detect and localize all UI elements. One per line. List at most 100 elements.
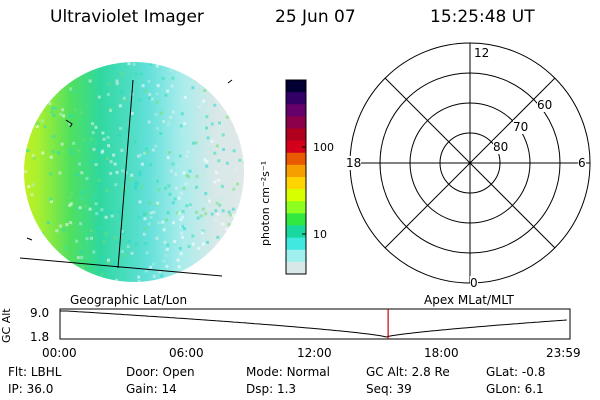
image-pixel: [46, 71, 50, 75]
image-pixel: [49, 172, 53, 176]
image-pixel: [111, 105, 115, 109]
image-pixel: [143, 151, 147, 155]
image-pixel: [49, 197, 53, 201]
image-pixel: [37, 122, 40, 126]
image-pixel: [165, 247, 169, 251]
image-pixel: [240, 224, 243, 228]
image-pixel: [226, 91, 230, 95]
image-pixel: [155, 100, 159, 104]
image-pixel: [164, 253, 168, 257]
image-pixel: [210, 122, 214, 126]
image-pixel: [59, 224, 63, 228]
image-pixel: [215, 144, 219, 148]
image-pixel: [119, 126, 123, 130]
image-pixel: [115, 278, 119, 282]
image-pixel: [46, 221, 50, 225]
image-pixel: [24, 197, 28, 201]
image-pixel: [106, 131, 109, 135]
info-gain-label: Gain:: [126, 382, 158, 396]
image-pixel: [197, 246, 201, 250]
image-pixel: [100, 273, 104, 277]
colorbar-swatch: [286, 261, 306, 275]
image-pixel: [144, 212, 148, 216]
image-pixel: [144, 269, 148, 273]
image-pixel: [218, 86, 222, 90]
image-pixel: [43, 125, 47, 129]
image-pixel: [208, 199, 211, 203]
image-pixel: [68, 69, 72, 73]
image-pixel: [235, 230, 239, 234]
colorbar-swatch: [286, 164, 306, 178]
image-pixel: [182, 186, 186, 190]
image-pixel: [225, 73, 228, 77]
image-pixel: [160, 274, 164, 278]
image-pixel: [218, 91, 222, 95]
image-pixel: [165, 264, 169, 268]
image-pixel: [149, 62, 153, 66]
time-label: 15:25:48 UT: [430, 7, 535, 27]
image-pixel: [201, 229, 205, 233]
altitude-ylabel: GC Alt: [0, 308, 13, 343]
image-pixel: [217, 159, 221, 163]
image-pixel: [185, 136, 189, 140]
image-pixel: [50, 135, 54, 139]
image-pixel: [220, 184, 224, 188]
image-pixel: [33, 82, 37, 86]
image-pixel: [94, 202, 98, 206]
image-pixel: [227, 223, 231, 227]
image-pixel: [156, 84, 160, 88]
image-pixel: [80, 266, 84, 269]
image-pixel: [179, 218, 183, 221]
image-pixel: [48, 80, 51, 84]
image-pixel: [235, 78, 239, 81]
image-pixel: [236, 83, 240, 87]
image-pixel: [85, 64, 89, 68]
image-pixel: [172, 221, 175, 225]
image-pixel: [79, 250, 83, 254]
image-pixel: [233, 224, 237, 228]
image-pixel: [70, 152, 74, 156]
image-pixel: [92, 147, 96, 151]
image-pixel: [242, 240, 244, 244]
colorbar-swatch: [286, 249, 306, 263]
image-pixel: [209, 147, 213, 150]
image-pixel: [233, 248, 237, 252]
image-pixel: [121, 250, 124, 254]
image-pixel: [206, 240, 209, 244]
info-ip: IP: 36.0: [8, 382, 53, 396]
image-pixel: [25, 71, 29, 75]
image-pixel: [171, 201, 175, 205]
image-pixel: [174, 186, 178, 190]
image-pixel: [104, 232, 108, 236]
image-pixel: [112, 66, 116, 70]
image-pixel: [227, 262, 231, 266]
image-pixel: [73, 108, 77, 111]
image-pixel: [132, 62, 136, 66]
image-pixel: [99, 227, 103, 231]
image-pixel: [110, 214, 114, 218]
image-pixel: [205, 115, 209, 119]
image-pixel: [27, 273, 31, 277]
image-pixel: [33, 122, 37, 126]
image-pixel: [73, 65, 77, 69]
colorbar-swatch: [286, 116, 306, 129]
image-pixel: [138, 153, 142, 157]
image-pixel: [130, 111, 134, 115]
image-pixel: [123, 98, 127, 102]
image-pixel: [41, 119, 45, 123]
image-pixel: [185, 174, 189, 177]
image-pixel: [169, 68, 173, 72]
info-glon: GLon: 6.1: [486, 382, 544, 396]
image-pixel: [166, 156, 170, 160]
image-pixel: [75, 173, 79, 177]
altitude-plot-frame: [59, 308, 571, 340]
image-pixel: [216, 178, 220, 182]
altitude-curve: [60, 310, 567, 338]
image-pixel: [24, 148, 28, 152]
image-pixel: [69, 87, 73, 91]
info-door-value: Open: [162, 365, 195, 379]
image-pixel: [220, 247, 224, 251]
info-gcalt-label: GC Alt:: [366, 365, 408, 379]
image-pixel: [79, 191, 83, 195]
image-pixel: [242, 160, 244, 164]
